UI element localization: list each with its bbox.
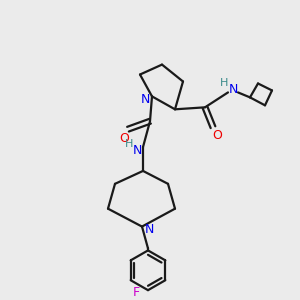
Text: N: N bbox=[132, 144, 142, 157]
Text: N: N bbox=[140, 93, 150, 106]
Text: F: F bbox=[132, 286, 140, 299]
Text: O: O bbox=[212, 129, 222, 142]
Text: O: O bbox=[119, 132, 129, 145]
Text: N: N bbox=[144, 223, 154, 236]
Text: H: H bbox=[220, 79, 228, 88]
Text: H: H bbox=[125, 139, 133, 149]
Text: N: N bbox=[228, 83, 238, 96]
